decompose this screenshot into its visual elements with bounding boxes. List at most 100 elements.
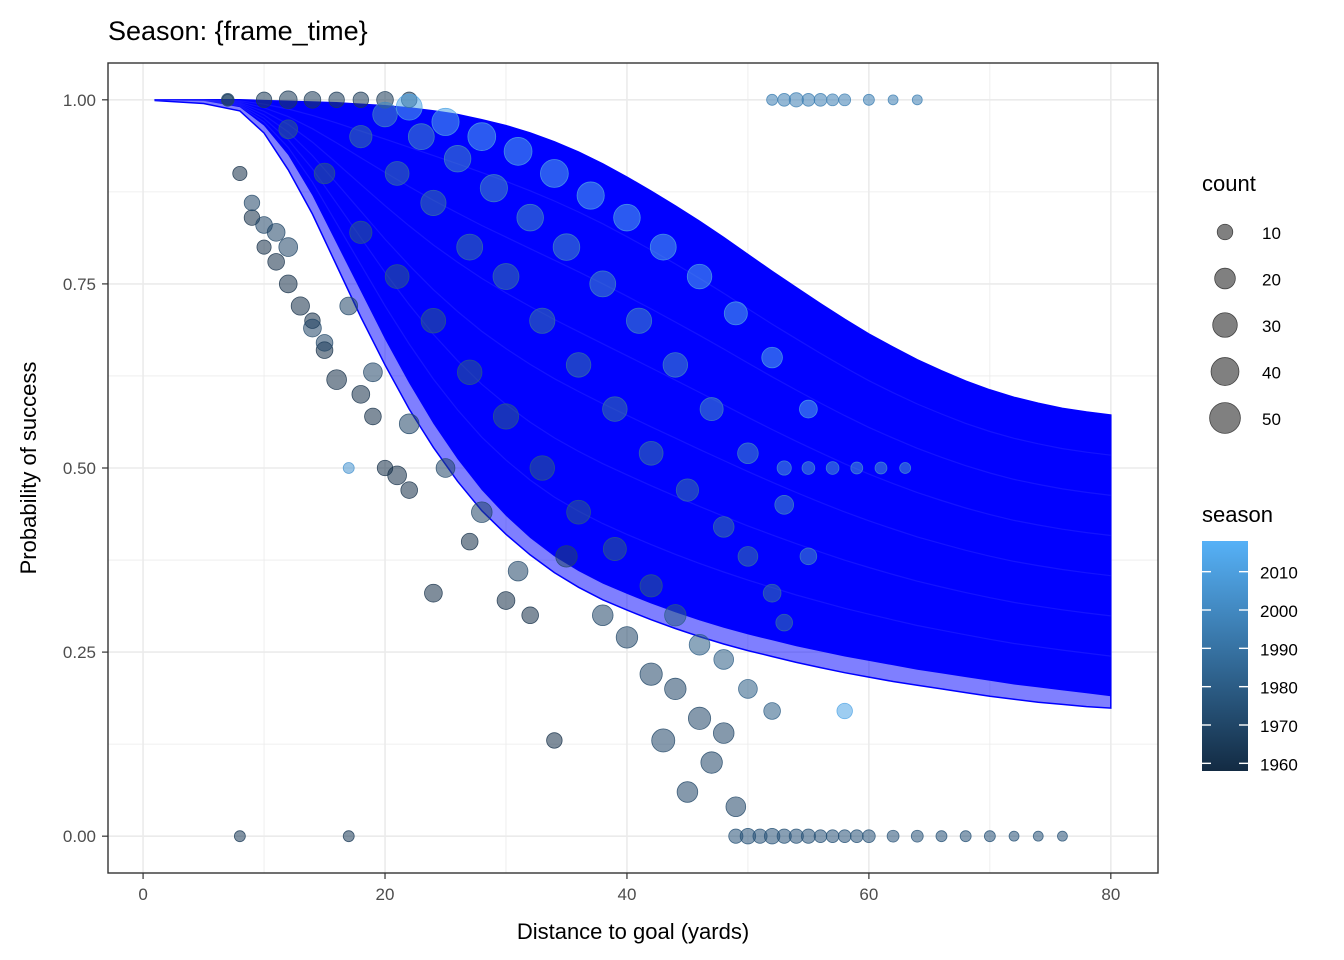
data-point [1008,830,1020,842]
data-point [775,613,793,632]
count-legend-key [1209,402,1241,434]
data-point [801,93,816,107]
data-point [400,481,418,499]
data-point [220,93,235,107]
season-legend-label: 1980 [1260,679,1298,698]
data-point [565,352,592,378]
data-point [315,334,334,352]
data-point [352,91,369,108]
data-point [328,91,345,108]
data-point [800,828,816,844]
data-point [850,829,864,843]
data-point [862,829,876,843]
data-point [862,93,875,106]
y-axis: 0.00 0.25 0.50 0.75 1.00 [63,91,108,846]
data-point [662,352,689,378]
count-legend-title: count [1202,171,1256,196]
data-point [825,829,840,843]
data-point [1057,830,1068,842]
x-tick-label: 40 [617,885,636,904]
x-tick-label: 20 [376,885,395,904]
count-legend: count 10 20 30 40 50 [1202,171,1281,434]
data-point [649,233,677,261]
season-legend-label: 1970 [1260,717,1298,736]
data-point [555,545,578,568]
data-point [232,165,248,181]
data-point [799,547,818,566]
band-curve [155,99,1111,537]
data-point [688,634,711,656]
data-point [615,626,639,649]
x-tick-label: 0 [138,885,147,904]
data-point [874,461,888,475]
count-legend-key [1216,223,1234,241]
data-point [326,369,347,390]
data-point [492,403,520,430]
y-axis-title: Probability of success [16,362,41,575]
y-tick-label: 0.25 [63,643,96,662]
data-point [639,662,663,686]
data-point [540,159,569,188]
data-point [676,781,699,803]
data-point [602,396,628,422]
data-point [303,91,322,109]
data-point [959,830,972,843]
data-point [613,203,641,232]
data-point [813,829,828,843]
data-point [776,460,792,476]
y-tick-label: 1.00 [63,91,96,110]
data-point [826,93,839,107]
data-point [290,296,310,316]
data-point [788,92,804,108]
data-point [592,604,614,626]
data-point [395,93,423,121]
data-point [431,107,460,136]
data-point [837,829,852,843]
season-legend-label: 1990 [1260,640,1298,659]
data-point [761,346,783,369]
data-point [935,830,948,843]
band-curve [155,99,1111,577]
data-point [349,125,373,149]
data-point [456,233,484,261]
band-curve [155,99,1111,496]
data-point [278,90,298,110]
data-point [723,301,748,326]
data-point [443,145,472,173]
y-tick-label: 0.50 [63,459,96,478]
data-point [516,203,544,232]
count-legend-label: 40 [1262,364,1281,383]
data-point [762,583,782,603]
data-point [384,264,410,289]
data-point [910,829,924,843]
data-point [799,399,818,419]
data-point [471,501,493,523]
chart-title: Season: {frame_time} [108,16,368,46]
season-legend-label: 2000 [1260,602,1298,621]
data-point [398,413,420,435]
data-point [911,94,923,106]
data-point [372,101,398,128]
count-legend-label: 50 [1262,410,1281,429]
x-tick-label: 60 [859,885,878,904]
data-point [364,407,382,426]
data-point [983,830,996,843]
data-point [813,93,828,107]
data-point [255,91,273,108]
data-point [687,706,712,730]
data-point [266,223,286,242]
data-point [529,455,555,481]
data-point [521,606,539,625]
data-point [507,560,529,582]
data-point [638,440,664,466]
data-point [467,122,497,151]
data-point [420,308,447,334]
data-point [838,93,852,107]
data-point [278,119,299,140]
data-point [387,465,407,486]
data-point [363,362,383,383]
data-points [220,90,1068,845]
season-legend-label: 1960 [1260,755,1298,774]
data-point [850,461,864,475]
